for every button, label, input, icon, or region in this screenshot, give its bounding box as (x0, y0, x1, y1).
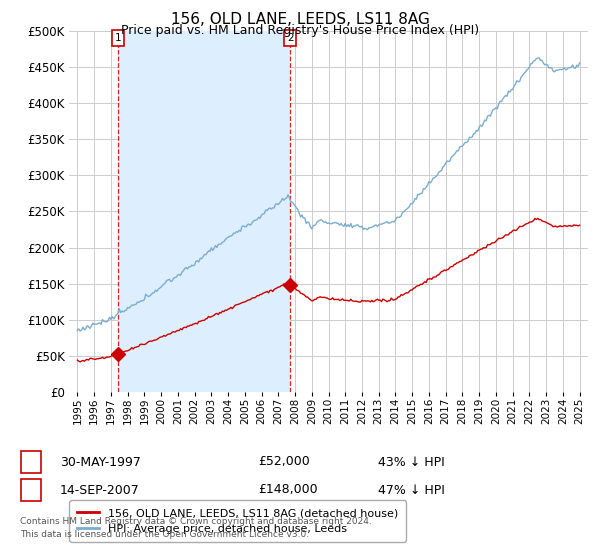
Text: Price paid vs. HM Land Registry's House Price Index (HPI): Price paid vs. HM Land Registry's House … (121, 24, 479, 37)
FancyBboxPatch shape (21, 479, 41, 501)
Legend: 156, OLD LANE, LEEDS, LS11 8AG (detached house), HPI: Average price, detached ho: 156, OLD LANE, LEEDS, LS11 8AG (detached… (70, 501, 406, 542)
Bar (118, 31, 290, 392)
Text: Contains HM Land Registry data © Crown copyright and database right 2024.: Contains HM Land Registry data © Crown c… (20, 517, 371, 526)
Text: 156, OLD LANE, LEEDS, LS11 8AG: 156, OLD LANE, LEEDS, LS11 8AG (170, 12, 430, 27)
Text: 2: 2 (287, 33, 293, 43)
Text: 14-SEP-2007: 14-SEP-2007 (60, 483, 140, 497)
Text: 47% ↓ HPI: 47% ↓ HPI (378, 483, 445, 497)
Text: 30-MAY-1997: 30-MAY-1997 (60, 455, 141, 469)
FancyBboxPatch shape (21, 451, 41, 473)
Text: £52,000: £52,000 (258, 455, 310, 469)
Text: This data is licensed under the Open Government Licence v3.0.: This data is licensed under the Open Gov… (20, 530, 309, 539)
Text: 2: 2 (27, 483, 35, 497)
Text: 43% ↓ HPI: 43% ↓ HPI (378, 455, 445, 469)
Text: 1: 1 (115, 33, 121, 43)
Text: £148,000: £148,000 (258, 483, 317, 497)
Text: 1: 1 (27, 455, 35, 469)
